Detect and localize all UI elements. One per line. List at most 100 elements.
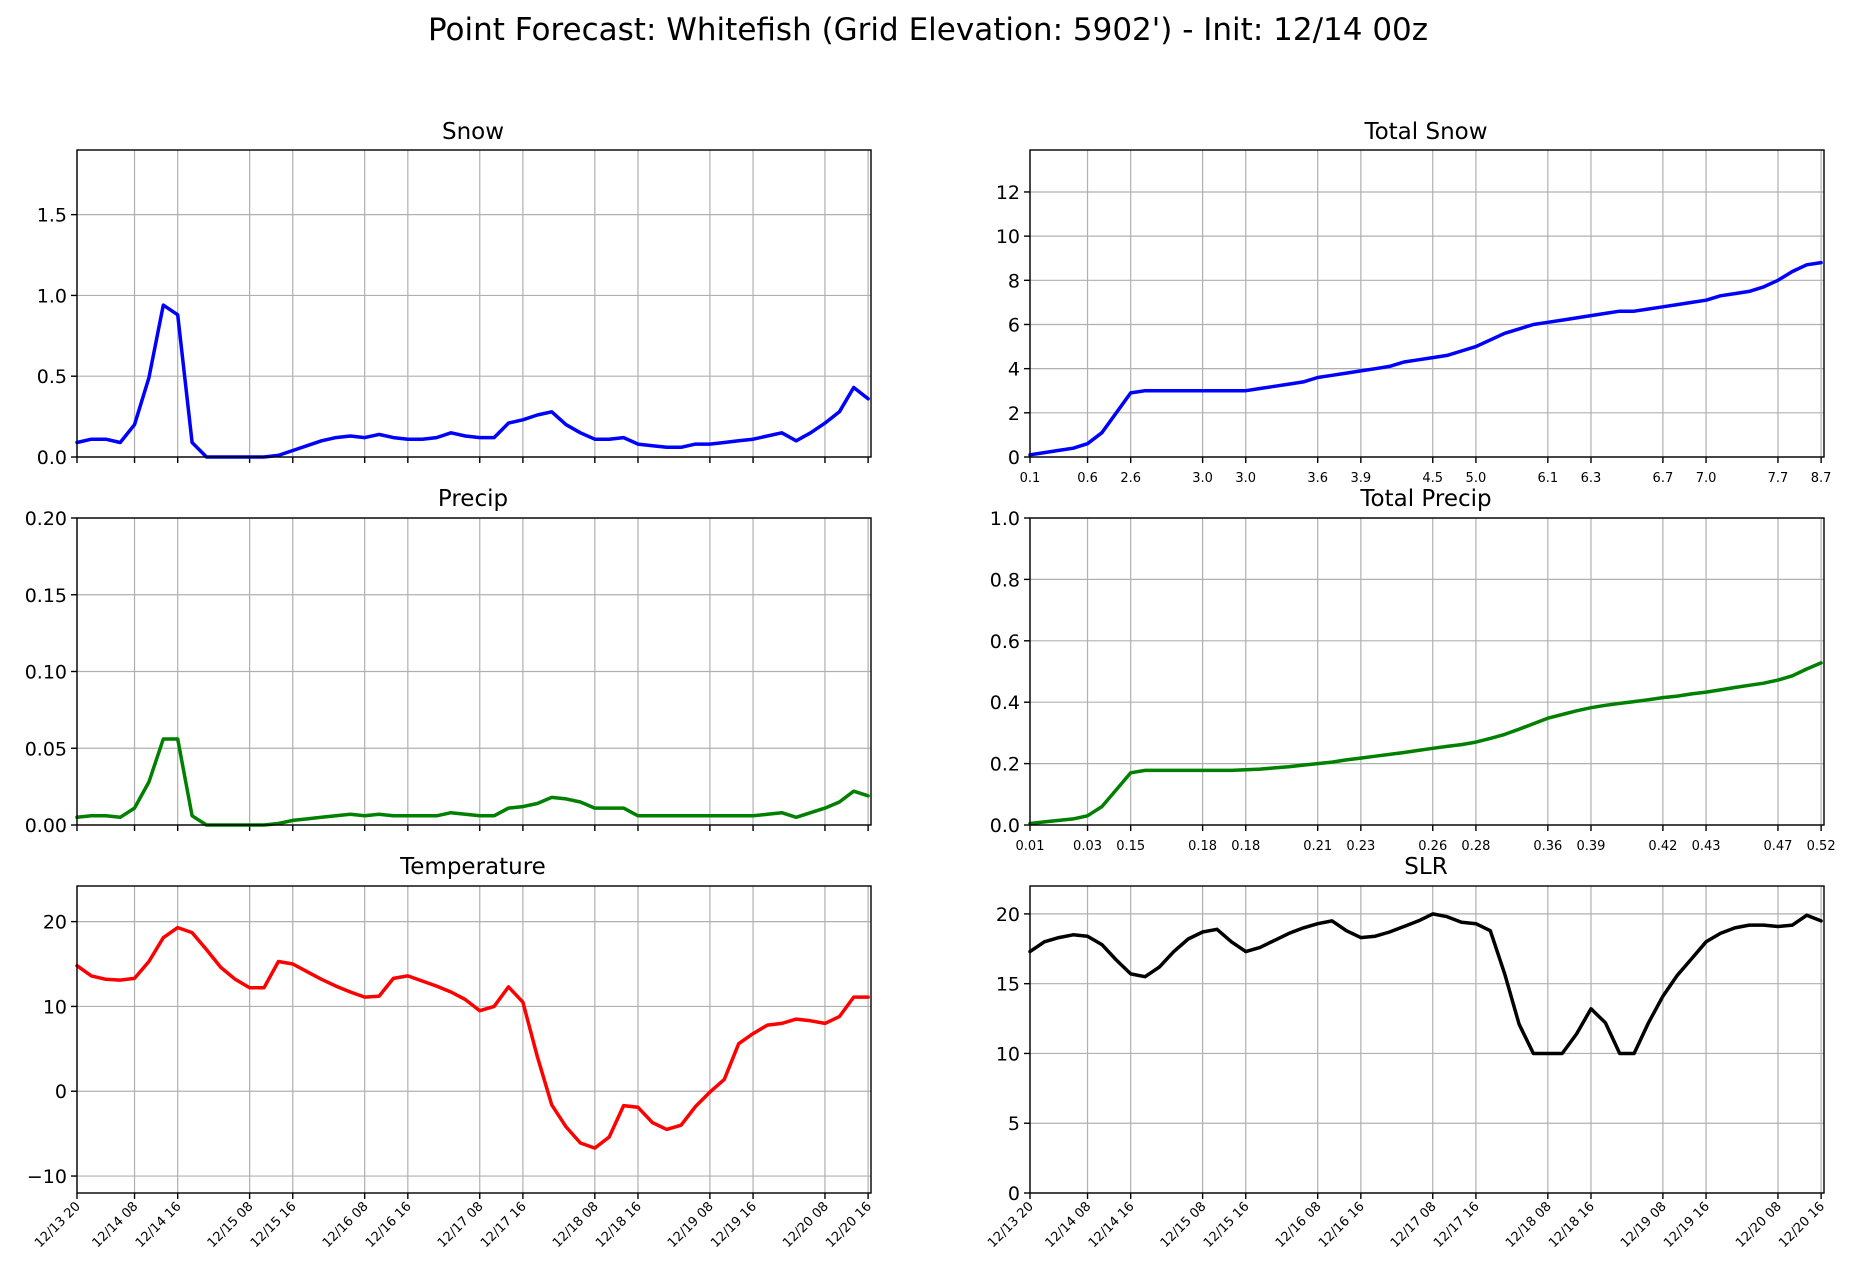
x-tick-label: 3.9: [1350, 471, 1371, 486]
x-tick-label: 3.0: [1235, 471, 1256, 486]
x-tick-label: 0.28: [1461, 839, 1490, 854]
panel-total-snow: Total Snow 0 2 4 6 8 10 12 0.1 0.6 2.6 3.0 3.0 3.6 3.…: [996, 119, 1832, 486]
x-tick-label: 12/20 16: [1776, 1199, 1828, 1251]
x-tick-label: 12/16 08: [320, 1199, 372, 1251]
y-tick-label: 10: [996, 1043, 1020, 1065]
x-tick-label: 12/16 16: [1316, 1199, 1368, 1251]
x-tick-label: 12/19 08: [665, 1199, 717, 1251]
x-tick-label: 0.21: [1303, 839, 1332, 854]
x-tick-label: 12/19 08: [1618, 1199, 1670, 1251]
y-tick-label: 20: [43, 912, 67, 934]
x-tick-label: 12/13 20: [985, 1199, 1037, 1251]
y-tick-label: 0.10: [25, 662, 67, 684]
x-tick-label: 12/17 16: [1431, 1199, 1483, 1251]
series-line-snow: [75, 303, 870, 459]
x-tick-label: 0.03: [1073, 839, 1102, 854]
series-line-total-precip: [1028, 661, 1823, 826]
y-tick-label: 0.05: [25, 738, 67, 760]
plot-frame: [76, 149, 872, 458]
panel-snow: Snow 0.0 0.5 1.0 1.5: [37, 119, 872, 469]
series-line-slr: [1028, 912, 1823, 1056]
x-tick-label: 12/15 16: [248, 1199, 300, 1251]
x-tick-label: 3.6: [1307, 471, 1328, 486]
x-tick-label: 2.6: [1120, 471, 1141, 486]
y-tick-label: 10: [43, 996, 67, 1018]
y-tick-label: 0.0: [37, 447, 67, 469]
y-tick-label: 1.0: [37, 285, 67, 307]
x-tick-label: 0.6: [1077, 471, 1098, 486]
y-tick-label: 10: [996, 226, 1020, 248]
x-tick-label: 0.39: [1577, 839, 1606, 854]
x-tick-label: 0.1: [1020, 471, 1041, 486]
y-tick-label: 0: [55, 1081, 67, 1103]
x-tick-label: 0.01: [1016, 839, 1045, 854]
y-tick-label: 0.2: [990, 754, 1020, 776]
x-tick-label: 12/14 16: [133, 1199, 185, 1251]
x-tick-label: 0.18: [1188, 839, 1217, 854]
x-tick-label: 12/17 16: [478, 1199, 530, 1251]
y-tick-label: 20: [996, 904, 1020, 926]
x-tick-label: 4.5: [1422, 471, 1443, 486]
y-tick-label: 6: [1008, 314, 1020, 336]
y-tick-label: 15: [996, 974, 1020, 996]
x-tick-label: 12/18 08: [550, 1199, 602, 1251]
x-tick-label: 0.26: [1418, 839, 1447, 854]
x-tick-label: 12/15 08: [205, 1199, 257, 1251]
panel-precip: Precip 0.00 0.05 0.10 0.15 0.20: [25, 486, 872, 837]
series-line-precip: [75, 737, 870, 827]
x-tick-label: 0.42: [1648, 839, 1677, 854]
panel-title-temperature: Temperature: [399, 854, 546, 880]
panel-total-precip: Total Precip 0.0 0.2 0.4 0.6 0.8 1.0 0.01 0.03 0…: [990, 486, 1836, 854]
panel-title-total-precip: Total Precip: [1359, 486, 1491, 512]
panel-title-snow: Snow: [442, 119, 504, 145]
plot-frame: [76, 517, 872, 826]
panel-title-precip: Precip: [438, 486, 508, 512]
x-tick-label: 12/19 16: [1661, 1199, 1713, 1251]
x-tick-label: 12/17 08: [435, 1199, 487, 1251]
x-tick-label: 8.7: [1811, 471, 1832, 486]
x-tick-label: 12/14 16: [1086, 1199, 1138, 1251]
x-tick-label: 12/13 20: [32, 1199, 84, 1251]
x-tick-label: 12/20 08: [1733, 1199, 1785, 1251]
x-tick-label: 12/18 16: [593, 1199, 645, 1251]
plot-frame: [1029, 885, 1825, 1194]
x-tick-label: 0.52: [1807, 839, 1836, 854]
y-tick-label: 2: [1008, 403, 1020, 425]
x-tick-label: 12/15 08: [1158, 1199, 1210, 1251]
y-tick-label: 0.00: [25, 815, 67, 837]
x-tick-label: 12/17 08: [1388, 1199, 1440, 1251]
x-tick-label: 0.36: [1533, 839, 1562, 854]
y-tick-label: 0.15: [25, 585, 67, 607]
panel-title-total-snow: Total Snow: [1363, 119, 1487, 145]
y-tick-label: 1.5: [37, 205, 67, 227]
plot-frame: [1029, 517, 1825, 826]
y-tick-label: 0.6: [990, 631, 1020, 653]
x-tick-label: 6.3: [1581, 471, 1602, 486]
y-tick-label: 4: [1008, 359, 1020, 381]
y-tick-label: 0: [1008, 1183, 1020, 1205]
x-tick-label: 12/19 16: [708, 1199, 760, 1251]
x-tick-label: 0.47: [1763, 839, 1792, 854]
x-tick-label: 0.23: [1346, 839, 1375, 854]
plot-frame: [76, 885, 872, 1194]
x-tick-label: 3.0: [1192, 471, 1213, 486]
y-tick-label: 0.4: [990, 692, 1020, 714]
x-tick-label: 7.7: [1768, 471, 1789, 486]
panel-title-slr: SLR: [1404, 854, 1447, 880]
series-line-temperature: [75, 925, 870, 1150]
y-tick-label: 0.20: [25, 508, 67, 530]
x-tick-label: 0.15: [1116, 839, 1145, 854]
x-tick-label: 0.43: [1692, 839, 1721, 854]
x-tick-label: 12/20 08: [780, 1199, 832, 1251]
x-tick-label: 12/16 08: [1273, 1199, 1325, 1251]
y-tick-label: 0.5: [37, 366, 67, 388]
y-tick-label: 0.0: [990, 815, 1020, 837]
x-tick-label: 6.1: [1537, 471, 1558, 486]
x-tick-label: 12/14 08: [90, 1199, 142, 1251]
x-tick-label: 12/15 16: [1201, 1199, 1253, 1251]
x-tick-label: 12/18 16: [1546, 1199, 1598, 1251]
y-tick-label: −10: [27, 1166, 67, 1188]
x-tick-label: 12/18 08: [1503, 1199, 1555, 1251]
